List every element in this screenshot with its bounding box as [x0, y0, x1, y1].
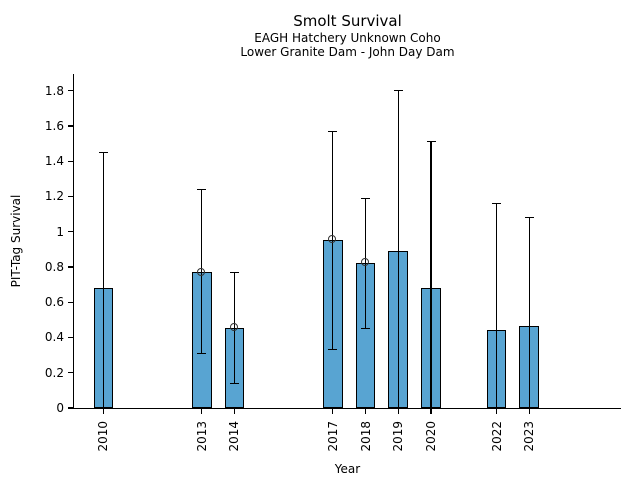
x-tick-label: 2014 [227, 421, 242, 452]
chart-subtitle-line2: Lower Granite Dam - John Day Dam [240, 45, 455, 59]
x-tick-label: 2020 [424, 421, 439, 452]
y-tick [67, 160, 73, 162]
x-tick-label: 2018 [358, 421, 373, 452]
y-tick [67, 407, 73, 409]
error-bar-2023 [528, 217, 530, 408]
x-tick [397, 409, 399, 415]
error-cap-low-2017 [328, 349, 338, 351]
chart-title: Smolt Survival [293, 12, 402, 30]
y-tick-label: 1.4 [44, 154, 64, 169]
x-tick [332, 409, 334, 415]
error-cap-high-2010 [98, 151, 108, 154]
y-tick [67, 231, 73, 233]
chart-subtitle-line1: EAGH Hatchery Unknown Coho [254, 31, 441, 45]
y-tick-label: 0.8 [44, 259, 64, 274]
x-axis-label: Year [334, 462, 361, 476]
x-tick [364, 409, 367, 415]
error-cap-high-2023 [524, 217, 534, 219]
x-tick [430, 409, 432, 415]
error-cap-low-2018 [361, 328, 370, 330]
point-marker-2018 [361, 258, 370, 267]
error-cap-high-2017 [328, 130, 338, 132]
error-cap-high-2020 [426, 141, 436, 143]
point-marker-2013 [197, 267, 206, 276]
y-tick-label: 0 [56, 401, 64, 415]
x-tick [201, 409, 203, 415]
y-tick [67, 266, 73, 268]
error-bar-2019 [397, 90, 399, 408]
error-bar-2020 [430, 141, 432, 408]
y-tick-label: 0.4 [44, 330, 64, 345]
x-tick-label: 2022 [489, 421, 504, 452]
error-cap-high-2018 [361, 197, 370, 199]
error-cap-high-2022 [492, 202, 502, 205]
x-tick [528, 409, 530, 415]
x-tick [233, 409, 236, 415]
y-axis-label: PIT-Tag Survival [9, 194, 23, 288]
error-cap-high-2013 [197, 188, 207, 191]
error-cap-high-2014 [229, 271, 239, 273]
y-tick-label: 1 [56, 224, 64, 239]
y-tick-label: 1.8 [44, 83, 64, 98]
plot-area: 0 0.2 0.4 0.6 0.8 1 1.2 1.4 1.6 1.8 2010 2013 2014 20… [45, 74, 621, 452]
y-tick [67, 125, 73, 127]
point-marker-2014 [230, 323, 239, 332]
y-tick-label: 1.2 [44, 189, 64, 204]
y-tick-label: 0.6 [44, 295, 64, 310]
y-tick [67, 301, 73, 303]
x-tick-label: 2010 [96, 421, 111, 452]
y-tick-label: 1.6 [44, 118, 64, 133]
y-tick [67, 90, 73, 92]
point-marker-2017 [328, 235, 337, 244]
error-cap-high-2019 [393, 90, 403, 92]
error-bar-2010 [102, 152, 105, 408]
y-tick [67, 336, 73, 339]
y-tick [67, 372, 73, 374]
x-tick [102, 409, 105, 415]
y-tick [67, 195, 73, 198]
x-tick-label: 2017 [325, 421, 340, 452]
x-tick-label: 2013 [194, 421, 209, 452]
x-tick-label: 2023 [522, 421, 537, 452]
error-cap-low-2014 [229, 382, 239, 384]
x-tick [495, 409, 498, 415]
x-tick-label: 2019 [391, 421, 406, 452]
error-bar-2022 [495, 203, 498, 408]
y-tick-label: 0.2 [44, 365, 64, 380]
error-cap-low-2013 [197, 352, 207, 354]
